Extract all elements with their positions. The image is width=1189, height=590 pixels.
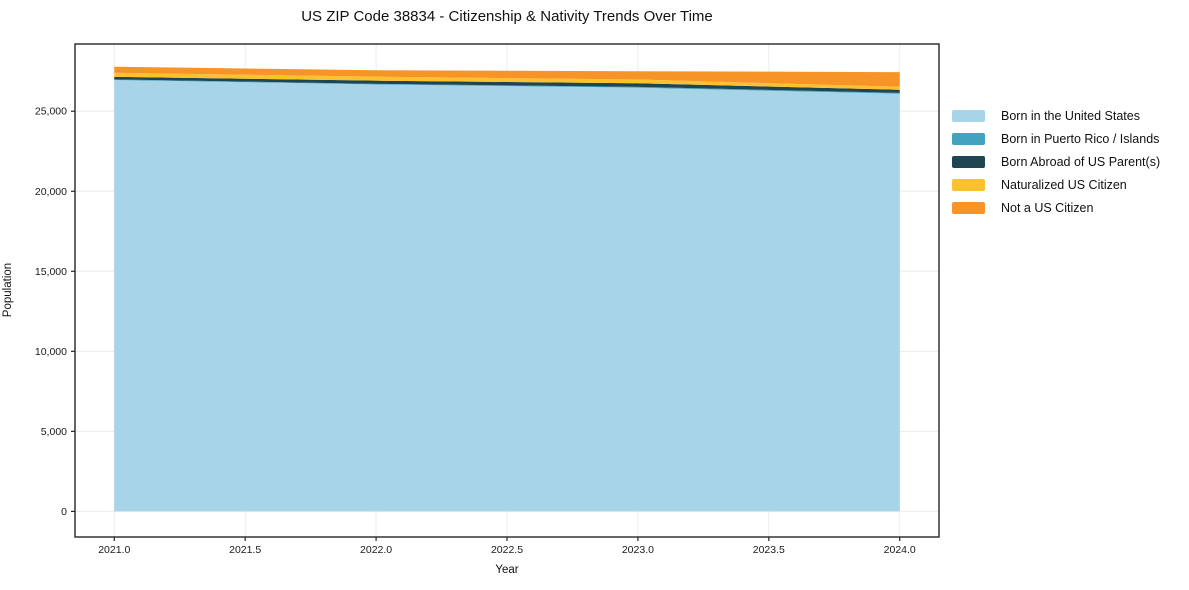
legend: Born in the United States Born in Puerto … bbox=[952, 104, 1160, 219]
area-series-4 bbox=[114, 66, 900, 87]
x-tick-label: 2022.0 bbox=[360, 544, 392, 556]
x-tick-label: 2021.0 bbox=[98, 544, 130, 556]
y-axis-label: Population bbox=[2, 262, 14, 318]
legend-label: Born in Puerto Rico / Islands bbox=[1001, 131, 1160, 146]
legend-swatch bbox=[952, 132, 985, 145]
y-tick-label: 15,000 bbox=[35, 266, 67, 278]
area-series-0 bbox=[114, 80, 900, 512]
legend-label: Born in the United States bbox=[1001, 108, 1140, 123]
x-tick-label: 2023.0 bbox=[622, 544, 654, 556]
y-tick-label: 5,000 bbox=[41, 426, 67, 438]
x-axis-label: Year bbox=[495, 564, 519, 576]
x-tick-label: 2022.5 bbox=[491, 544, 523, 556]
legend-label: Not a US Citizen bbox=[1001, 200, 1094, 215]
y-tick-label: 0 bbox=[61, 506, 67, 518]
legend-swatch bbox=[952, 109, 985, 122]
legend-item: Born in the United States bbox=[952, 104, 1160, 127]
y-tick-label: 10,000 bbox=[35, 346, 67, 358]
legend-item: Naturalized US Citizen bbox=[952, 173, 1160, 196]
legend-item: Born Abroad of US Parent(s) bbox=[952, 150, 1160, 173]
x-tick-label: 2023.5 bbox=[753, 544, 785, 556]
x-tick-label: 2024.0 bbox=[884, 544, 916, 556]
area-series-2 bbox=[114, 76, 900, 93]
y-tick-label: 20,000 bbox=[35, 186, 67, 198]
legend-item: Born in Puerto Rico / Islands bbox=[952, 127, 1160, 150]
legend-swatch bbox=[952, 155, 985, 168]
legend-label: Naturalized US Citizen bbox=[1001, 177, 1127, 192]
chart-title: US ZIP Code 38834 - Citizenship & Nativi… bbox=[301, 8, 713, 25]
area-series-1 bbox=[114, 79, 900, 94]
legend-label: Born Abroad of US Parent(s) bbox=[1001, 154, 1161, 169]
legend-swatch bbox=[952, 201, 985, 214]
y-tick-label: 25,000 bbox=[35, 106, 67, 118]
x-tick-label: 2021.5 bbox=[229, 544, 261, 556]
legend-item: Not a US Citizen bbox=[952, 196, 1160, 219]
area-series-3 bbox=[114, 72, 900, 90]
legend-swatch bbox=[952, 178, 985, 191]
